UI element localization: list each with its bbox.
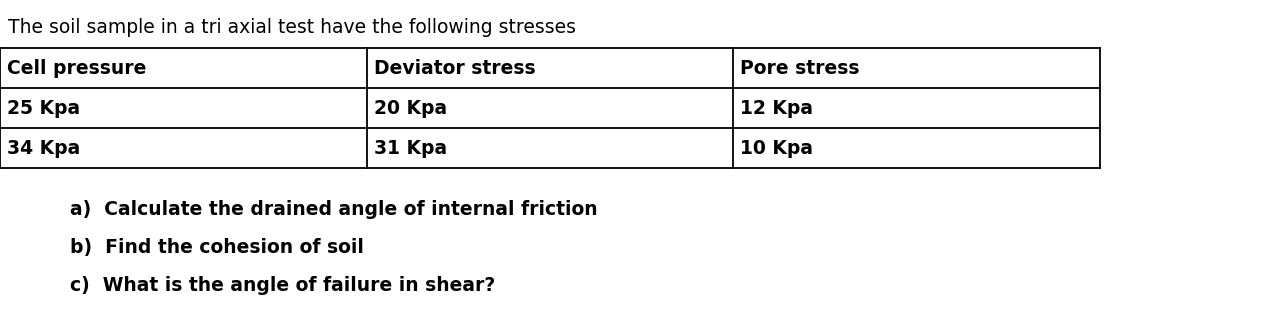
Text: The soil sample in a tri axial test have the following stresses: The soil sample in a tri axial test have… <box>8 18 576 37</box>
Text: 25 Kpa: 25 Kpa <box>8 98 80 118</box>
Text: 12 Kpa: 12 Kpa <box>741 98 813 118</box>
Text: 10 Kpa: 10 Kpa <box>741 138 813 157</box>
Text: Pore stress: Pore stress <box>741 59 860 77</box>
Text: b)  Find the cohesion of soil: b) Find the cohesion of soil <box>70 238 364 257</box>
Text: c)  What is the angle of failure in shear?: c) What is the angle of failure in shear… <box>70 276 495 295</box>
Text: 31 Kpa: 31 Kpa <box>374 138 447 157</box>
Text: Cell pressure: Cell pressure <box>8 59 146 77</box>
Text: 20 Kpa: 20 Kpa <box>374 98 447 118</box>
Text: 34 Kpa: 34 Kpa <box>8 138 80 157</box>
Text: Deviator stress: Deviator stress <box>374 59 536 77</box>
Text: a)  Calculate the drained angle of internal friction: a) Calculate the drained angle of intern… <box>70 200 598 219</box>
